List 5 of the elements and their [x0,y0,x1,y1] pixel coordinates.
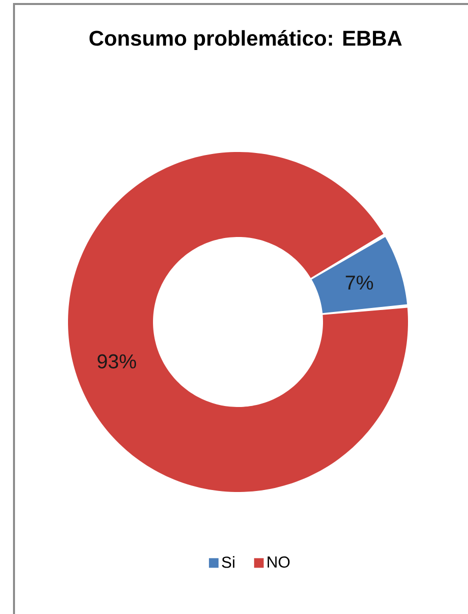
data-label: 93% [98,354,136,368]
data-label: 7% [346,276,373,290]
chart-title: Consumo problemático: EBBA [90,30,402,50]
legend-label: NO [268,556,290,568]
legend-label: Si [222,556,234,568]
